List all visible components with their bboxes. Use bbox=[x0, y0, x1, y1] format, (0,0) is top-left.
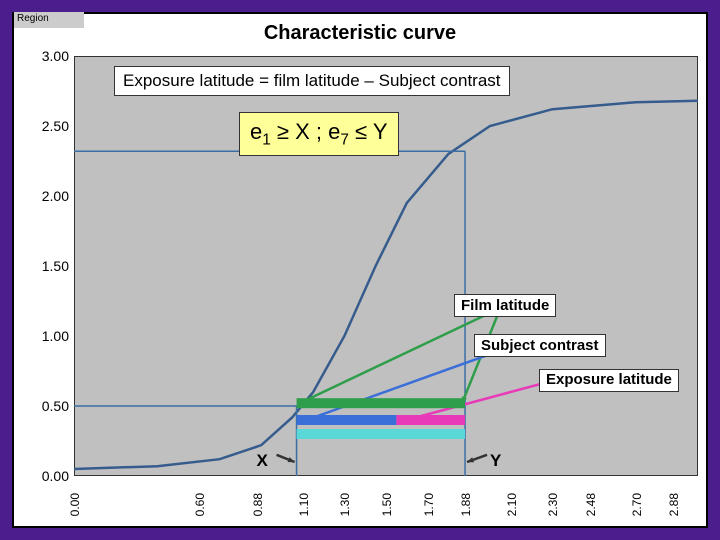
formula-box: e1 ≥ X ; e7 ≤ Y bbox=[239, 112, 399, 156]
x-tick: 1.10 bbox=[297, 493, 311, 516]
x-tick: 2.48 bbox=[584, 493, 598, 516]
x-tick: 0.60 bbox=[193, 493, 207, 516]
x-marker-label: X bbox=[257, 451, 268, 471]
x-tick: 1.30 bbox=[338, 493, 352, 516]
x-tick: 0.00 bbox=[68, 493, 82, 516]
x-tick: 1.70 bbox=[422, 493, 436, 516]
x-tick: 2.70 bbox=[630, 493, 644, 516]
subject-contrast-label: Subject contrast bbox=[474, 334, 606, 357]
x-tick: 1.50 bbox=[380, 493, 394, 516]
x-tick: 2.10 bbox=[505, 493, 519, 516]
y-tick: 1.00 bbox=[24, 328, 69, 344]
x-tick: 2.88 bbox=[667, 493, 681, 516]
exposure-latitude-label: Exposure latitude bbox=[539, 369, 679, 392]
y-tick: 2.50 bbox=[24, 118, 69, 134]
x-tick: 0.88 bbox=[251, 493, 265, 516]
y-tick: 0.00 bbox=[24, 468, 69, 484]
slide-frame: Region Characteristic curve 0.000.501.00… bbox=[12, 12, 708, 528]
exposure-latitude-text: Exposure latitude bbox=[546, 371, 672, 388]
y-tick: 1.50 bbox=[24, 258, 69, 274]
x-tick: 2.30 bbox=[546, 493, 560, 516]
chart-title: Characteristic curve bbox=[14, 22, 706, 45]
y-tick: 0.50 bbox=[24, 398, 69, 414]
equation-box: Exposure latitude = film latitude – Subj… bbox=[114, 66, 510, 96]
y-tick: 2.00 bbox=[24, 188, 69, 204]
x-tick: 1.88 bbox=[459, 493, 473, 516]
film-latitude-label: Film latitude bbox=[454, 294, 556, 317]
y-tick: 3.00 bbox=[24, 48, 69, 64]
y-marker-label: Y bbox=[490, 451, 501, 471]
